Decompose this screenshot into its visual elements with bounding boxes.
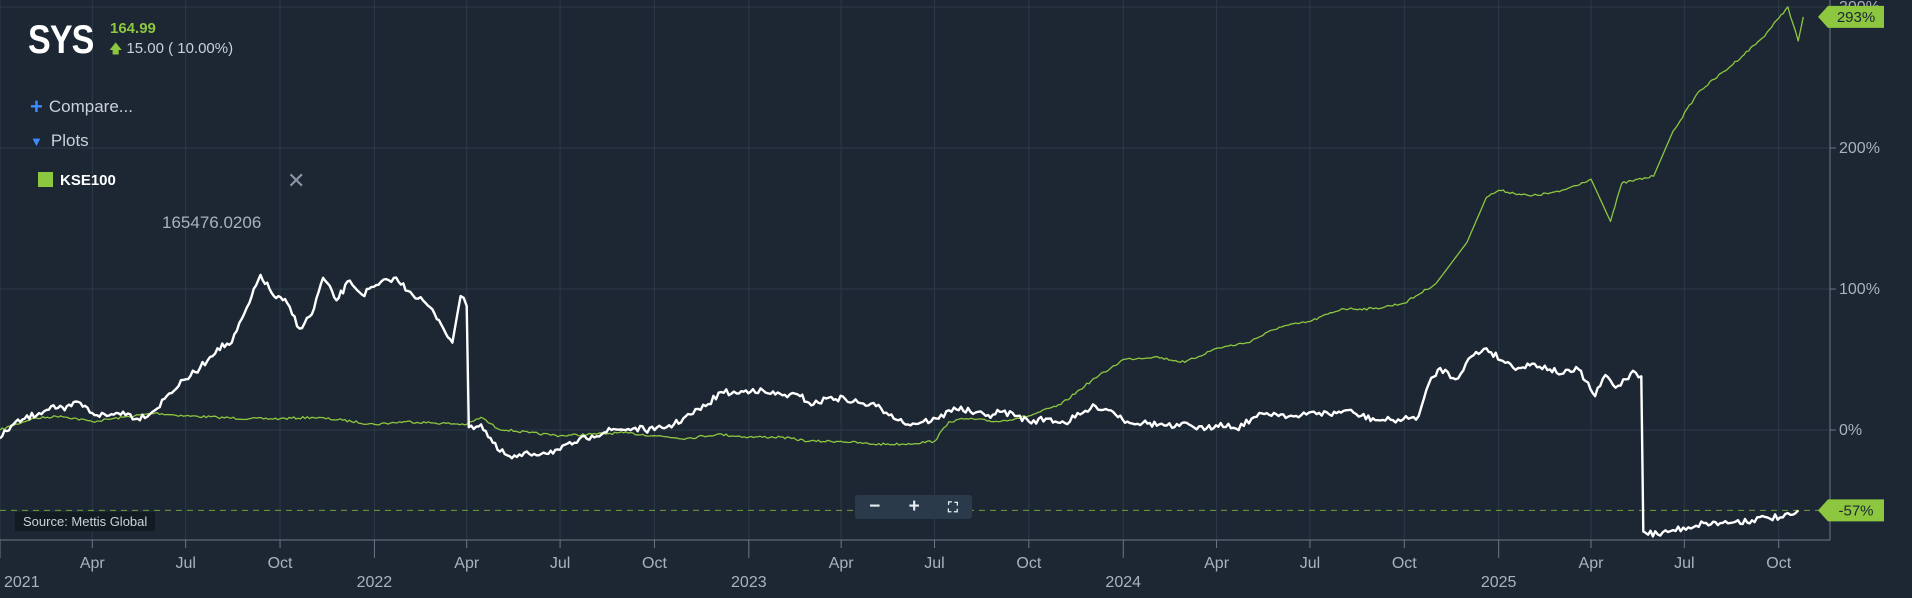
x-tick-label: Jul xyxy=(550,555,570,572)
x-tick-label: Oct xyxy=(268,555,293,572)
end-label-kse100: 293% xyxy=(1818,5,1884,28)
legend-swatch xyxy=(38,172,53,187)
end-label-flag xyxy=(1818,499,1884,522)
zoom-controls: − + ⛶ xyxy=(855,495,972,519)
x-tick-label: Apr xyxy=(1204,555,1230,572)
series-group xyxy=(0,6,1804,538)
plus-icon[interactable]: + xyxy=(908,496,920,517)
minus-icon[interactable]: − xyxy=(869,496,881,517)
x-tick-label: Apr xyxy=(1579,555,1605,572)
x-tick-label: 2021 xyxy=(4,574,40,591)
x-tick-label: Oct xyxy=(1766,555,1791,572)
legend-item-kse100[interactable]: KSE100 xyxy=(38,172,116,189)
hover-value: 165476.0206 xyxy=(162,213,262,232)
axes: 0%100%200%300%2021AprJulOct2022AprJulOct… xyxy=(0,0,1880,591)
end-label-text: 293% xyxy=(1837,9,1875,26)
grid xyxy=(0,0,1830,540)
ticker-symbol: SYS xyxy=(28,18,94,62)
y-tick-label: 100% xyxy=(1839,281,1880,298)
x-tick-label: Jul xyxy=(1300,555,1320,572)
x-tick-label: Jul xyxy=(1674,555,1694,572)
price-change-value: 15.00 ( 10.00%) xyxy=(126,40,234,57)
y-tick-label: 0% xyxy=(1839,422,1862,439)
x-tick-label: Apr xyxy=(454,555,480,572)
legend-label: KSE100 xyxy=(60,172,116,189)
arrow-up-icon: 🡅 xyxy=(109,41,123,56)
end-label-text: -57% xyxy=(1838,502,1873,519)
x-tick-label: 2025 xyxy=(1481,574,1517,591)
x-tick-label: Apr xyxy=(80,555,106,572)
x-tick-label: 2023 xyxy=(731,574,767,591)
close-icon[interactable]: ✕ xyxy=(287,168,306,193)
plots-label: Plots xyxy=(50,131,89,150)
compare-label: Compare... xyxy=(48,97,133,116)
triangle-down-icon: ▼ xyxy=(30,134,43,149)
end-labels: 293% -57% xyxy=(1818,5,1884,522)
end-label-sys: -57% xyxy=(1818,499,1884,522)
fullscreen-icon[interactable]: ⛶ xyxy=(948,499,958,515)
last-price: 164.99 xyxy=(110,20,156,37)
x-tick-label: Oct xyxy=(1016,555,1041,572)
plots-toggle[interactable]: ▼ Plots xyxy=(30,131,89,151)
x-tick-label: 2024 xyxy=(1105,574,1141,591)
price-change: 🡅 15.00 ( 10.00%) xyxy=(109,40,233,62)
x-tick-label: Oct xyxy=(642,555,667,572)
x-tick-label: Apr xyxy=(829,555,855,572)
y-tick-label: 200% xyxy=(1839,140,1880,157)
x-tick-label: Jul xyxy=(924,555,944,572)
compare-button[interactable]: + Compare... xyxy=(30,94,133,120)
x-tick-label: Jul xyxy=(175,555,195,572)
source-credit: Source: Mettis Global xyxy=(15,512,156,531)
x-tick-label: 2022 xyxy=(357,574,393,591)
end-label-flag xyxy=(1818,5,1884,28)
plus-icon: + xyxy=(30,94,43,119)
series-line-kse100 xyxy=(0,6,1804,446)
x-tick-label: Oct xyxy=(1392,555,1417,572)
series-line-sys xyxy=(0,273,1800,538)
